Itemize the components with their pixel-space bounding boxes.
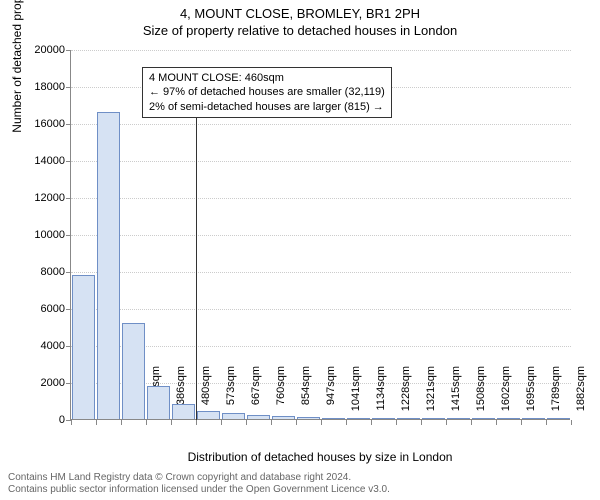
gridline-h [71,198,571,199]
gridline-h [71,50,571,51]
xtick-mark [471,420,472,425]
gridline-h [71,272,571,273]
ytick-label: 6000 [15,303,65,315]
chart-title-2: Size of property relative to detached ho… [0,21,600,38]
histogram-bar [397,418,420,419]
ytick-label: 14000 [15,155,65,167]
xtick-mark [121,420,122,425]
footer-line-1: Contains HM Land Registry data © Crown c… [8,472,390,484]
histogram-bar [547,418,570,419]
x-axis-label: Distribution of detached houses by size … [70,450,570,464]
histogram-bar [72,275,95,419]
gridline-h [71,346,571,347]
annotation-line-1: 4 MOUNT CLOSE: 460sqm [149,71,385,85]
histogram-bar [147,386,170,419]
ytick-label: 0 [15,414,65,426]
histogram-bar [247,415,270,419]
marker-line [196,115,197,420]
xtick-label: 1321sqm [425,366,437,426]
xtick-mark [521,420,522,425]
chart-plot-area: 0200040006000800010000120001400016000180… [70,50,570,420]
xtick-mark [71,420,72,425]
ytick-mark [66,309,71,310]
chart-title-1: 4, MOUNT CLOSE, BROMLEY, BR1 2PH [0,0,600,21]
ytick-label: 18000 [15,81,65,93]
xtick-label: 1789sqm [550,366,562,426]
ytick-label: 16000 [15,118,65,130]
ytick-label: 20000 [15,44,65,56]
xtick-mark [571,420,572,425]
histogram-bar [297,417,320,419]
annotation-line-3: 2% of semi-detached houses are larger (8… [149,100,385,114]
xtick-mark [346,420,347,425]
xtick-mark [246,420,247,425]
gridline-h [71,161,571,162]
xtick-mark [546,420,547,425]
xtick-label: 1882sqm [575,366,587,426]
gridline-h [71,383,571,384]
ytick-mark [66,161,71,162]
xtick-mark [446,420,447,425]
annotation-line-2: ← 97% of detached houses are smaller (32… [149,85,385,99]
ytick-label: 8000 [15,266,65,278]
histogram-bar [472,418,495,419]
footer-attribution: Contains HM Land Registry data © Crown c… [8,472,390,496]
xtick-mark [421,420,422,425]
histogram-bar [347,418,370,419]
ytick-mark [66,272,71,273]
histogram-bar [197,411,220,419]
xtick-label: 1602sqm [500,366,512,426]
ytick-mark [66,50,71,51]
histogram-bar [97,112,120,419]
xtick-label: 1695sqm [525,366,537,426]
xtick-mark [396,420,397,425]
xtick-mark [496,420,497,425]
histogram-bar [172,404,195,419]
ytick-mark [66,235,71,236]
xtick-mark [321,420,322,425]
xtick-mark [221,420,222,425]
ytick-mark [66,383,71,384]
histogram-bar [447,418,470,419]
xtick-mark [271,420,272,425]
histogram-bar [497,418,520,419]
ytick-label: 2000 [15,377,65,389]
xtick-label: 1228sqm [400,366,412,426]
annotation-box: 4 MOUNT CLOSE: 460sqm ← 97% of detached … [142,67,392,118]
histogram-bar [372,418,395,419]
xtick-label: 1415sqm [450,366,462,426]
xtick-mark [146,420,147,425]
ytick-mark [66,87,71,88]
xtick-label: 1041sqm [350,366,362,426]
histogram-bar [122,323,145,419]
footer-line-2: Contains public sector information licen… [8,484,390,496]
histogram-bar [522,418,545,419]
histogram-bar [422,418,445,419]
ytick-mark [66,124,71,125]
histogram-bar [322,418,345,419]
xtick-mark [196,420,197,425]
histogram-bar [222,413,245,419]
ytick-label: 12000 [15,192,65,204]
xtick-mark [371,420,372,425]
xtick-mark [296,420,297,425]
xtick-label: 1134sqm [375,366,387,426]
xtick-label: 1508sqm [475,366,487,426]
ytick-label: 4000 [15,340,65,352]
ytick-label: 10000 [15,229,65,241]
gridline-h [71,124,571,125]
xtick-mark [96,420,97,425]
histogram-bar [272,416,295,419]
xtick-mark [171,420,172,425]
ytick-mark [66,198,71,199]
gridline-h [71,309,571,310]
gridline-h [71,235,571,236]
ytick-mark [66,346,71,347]
